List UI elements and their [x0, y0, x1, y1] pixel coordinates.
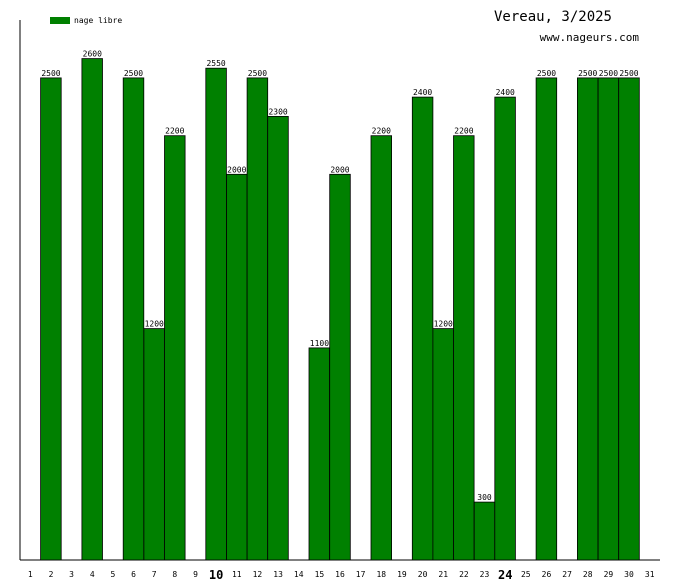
bar-value-label: 2200: [454, 127, 473, 136]
bar-day-2: [40, 77, 62, 561]
bar-value-label: 1200: [434, 320, 453, 329]
x-tick-label: 25: [521, 570, 531, 579]
x-tick-label: 4: [90, 570, 95, 579]
bar-value-label: 2500: [619, 69, 638, 78]
bar-day-18: [370, 135, 393, 561]
legend-swatch: [50, 17, 70, 24]
bar-day-13: [267, 116, 289, 561]
x-tick-label: 11: [232, 570, 242, 579]
x-tick-label: 28: [583, 570, 593, 579]
bar-day-22: [453, 135, 475, 561]
bar-value-label: 2000: [227, 165, 246, 174]
x-tick-label: 2: [49, 570, 54, 579]
bar-value-label: 2000: [330, 165, 349, 174]
bar-day-23: [473, 501, 496, 561]
bar-day-28: [577, 77, 599, 561]
x-tick-label: 10: [209, 568, 223, 580]
bar-value-label: 2550: [206, 59, 225, 68]
x-tick-label: 27: [562, 570, 572, 579]
bar-value-label: 2500: [537, 69, 556, 78]
bar-day-30: [618, 77, 640, 561]
bar-value-label: 2500: [248, 69, 267, 78]
x-tick-label: 31: [645, 570, 655, 579]
bar-day-6: [122, 77, 145, 561]
bar-day-16: [329, 173, 351, 561]
x-tick-label: 8: [172, 570, 177, 579]
x-tick-label: 15: [315, 570, 325, 579]
chart-subtitle: www.nageurs.com: [539, 31, 639, 44]
bar-day-15: [308, 347, 331, 561]
bar-day-11: [226, 173, 248, 561]
chart-title: Vereau, 3/2025: [493, 9, 612, 25]
x-tick-label: 12: [253, 570, 263, 579]
bar-value-label: 2400: [413, 88, 432, 97]
bar-value-label: 2300: [268, 107, 287, 116]
bar-value-label: 2500: [599, 69, 618, 78]
bar-value-label: 300: [477, 493, 492, 502]
bar-day-8: [164, 135, 186, 561]
x-tick-label: 14: [294, 570, 304, 579]
bar-value-label: 1100: [310, 339, 329, 348]
x-tick-label: 22: [459, 570, 469, 579]
x-tick-label: 19: [397, 570, 407, 579]
x-tick-label: 3: [69, 570, 74, 579]
bar-day-7: [143, 328, 165, 561]
x-tick-label: 7: [152, 570, 157, 579]
x-tick-label: 20: [418, 570, 428, 579]
x-tick-label: 18: [376, 570, 386, 579]
legend: nage libre: [50, 16, 122, 25]
x-tick-label: 29: [604, 570, 614, 579]
x-tick-label: 30: [624, 570, 634, 579]
bar-value-label: 2500: [41, 69, 60, 78]
bar-day-12: [246, 77, 269, 561]
bar-day-10: [205, 67, 227, 561]
x-tick-label: 9: [193, 570, 198, 579]
x-tick-label: 17: [356, 570, 366, 579]
bar-value-label: 2400: [496, 88, 515, 97]
bar-value-label: 1200: [145, 320, 164, 329]
x-tick-label: 21: [438, 570, 448, 579]
x-tick-label: 13: [273, 570, 283, 579]
bar-day-21: [432, 328, 454, 561]
bar-day-20: [411, 96, 434, 561]
bar-value-label: 2500: [124, 69, 143, 78]
bar-day-24: [494, 96, 516, 561]
bar-value-label: 2200: [372, 127, 391, 136]
bar-day-4: [81, 58, 103, 561]
x-tick-label: 1: [28, 570, 33, 579]
x-tick-label: 6: [131, 570, 136, 579]
x-tick-label: 16: [335, 570, 345, 579]
bar-day-26: [535, 77, 558, 561]
legend-label: nage libre: [74, 16, 123, 25]
bar-value-label: 2200: [165, 127, 184, 136]
x-tick-label: 23: [480, 570, 490, 579]
bar-day-29: [597, 77, 620, 561]
x-tick-label: 5: [110, 570, 115, 579]
bar-value-label: 2600: [83, 50, 102, 59]
x-tick-label: 24: [498, 568, 512, 580]
bar-value-label: 2500: [578, 69, 597, 78]
x-tick-label: 26: [542, 570, 552, 579]
